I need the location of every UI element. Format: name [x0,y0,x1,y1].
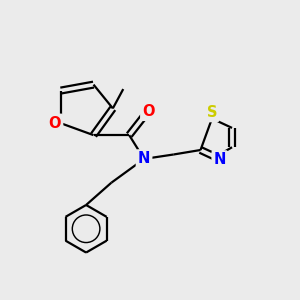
Text: O: O [49,116,61,131]
Text: O: O [142,104,155,119]
Text: N: N [138,152,150,166]
Text: N: N [214,152,226,167]
Text: S: S [207,105,217,120]
